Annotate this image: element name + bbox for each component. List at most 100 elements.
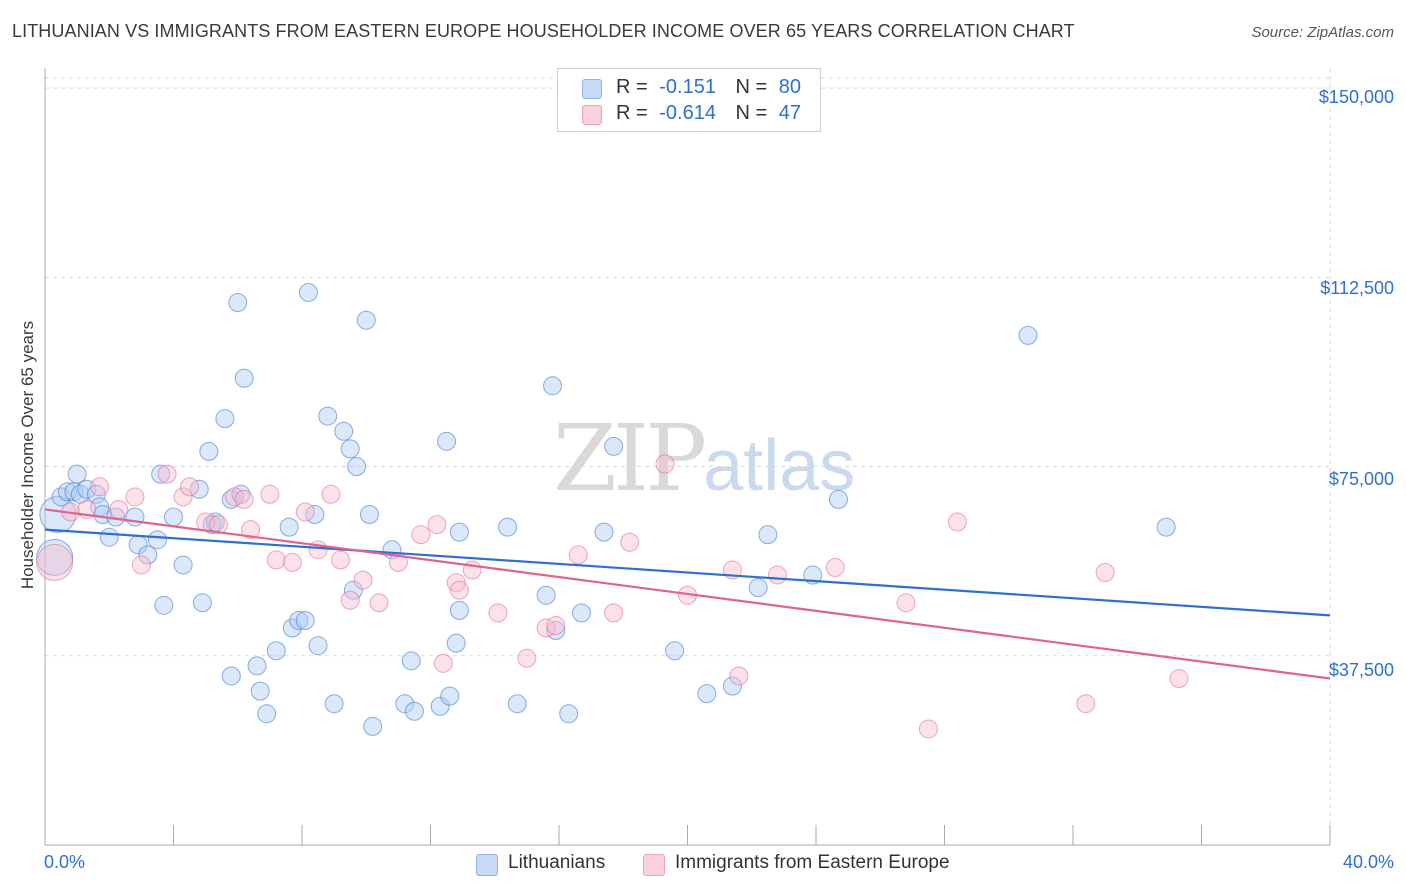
point-lithuanians (594, 522, 614, 542)
point-immigrants (234, 489, 254, 509)
point-lithuanians (507, 694, 527, 714)
point-immigrants (620, 532, 640, 552)
point-immigrants (331, 550, 351, 570)
bottom-legend-swatch-blue (476, 854, 498, 876)
point-lithuanians (36, 538, 74, 576)
point-lithuanians (99, 527, 119, 547)
point-immigrants (411, 525, 431, 545)
point-lithuanians (199, 441, 219, 461)
y-tick-label: $112,500 (1320, 278, 1394, 298)
point-immigrants (433, 653, 453, 673)
legend-swatch-blue (582, 79, 602, 99)
point-lithuanians (289, 610, 309, 630)
point-immigrants (947, 512, 967, 532)
point-immigrants (1076, 694, 1096, 714)
point-immigrants (131, 555, 151, 575)
point-immigrants (340, 590, 360, 610)
point-lithuanians (308, 636, 328, 656)
point-lithuanians (347, 457, 367, 477)
point-lithuanians (559, 704, 579, 724)
source-note: Source: ZipAtlas.com (1251, 24, 1394, 41)
point-immigrants (1169, 668, 1189, 688)
point-lithuanians (86, 484, 106, 504)
point-lithuanians (164, 507, 183, 527)
point-immigrants (427, 515, 447, 535)
point-lithuanians (498, 517, 518, 537)
point-lithuanians (147, 530, 167, 550)
point-lithuanians (250, 681, 270, 701)
point-lithuanians (125, 507, 145, 527)
point-lithuanians (430, 696, 450, 716)
point-immigrants (449, 580, 469, 600)
point-immigrants (369, 593, 389, 613)
point-lithuanians (356, 310, 376, 330)
legend-n-label: N = (735, 102, 768, 124)
point-lithuanians (247, 656, 267, 676)
y-tick-label: $75,000 (1328, 469, 1394, 489)
point-lithuanians (138, 545, 158, 565)
point-lithuanians (266, 641, 286, 661)
point-immigrants (321, 484, 341, 504)
legend-r-value: -0.151 (659, 76, 716, 98)
point-lithuanians (234, 368, 254, 388)
point-lithuanians (446, 633, 466, 653)
point-immigrants (266, 550, 286, 570)
legend-n-value: 47 (778, 102, 802, 124)
chart-title: LITHUANIAN VS IMMIGRANTS FROM EASTERN EU… (12, 21, 1075, 41)
point-immigrants (655, 454, 675, 474)
point-lithuanians (404, 701, 424, 721)
point-immigrants (125, 487, 145, 507)
point-immigrants (295, 502, 315, 522)
point-lithuanians (571, 603, 591, 623)
point-lithuanians (401, 651, 421, 671)
point-lithuanians (748, 578, 768, 598)
point-immigrants (446, 573, 466, 593)
point-immigrants (546, 615, 566, 635)
point-lithuanians (1156, 517, 1176, 537)
y-tick-label: $37,500 (1328, 660, 1394, 680)
point-immigrants (173, 487, 193, 507)
legend-r-value: -0.614 (659, 102, 716, 124)
point-immigrants (918, 719, 938, 739)
legend-r-label: R = (616, 76, 648, 98)
point-lithuanians (440, 686, 460, 706)
point-immigrants (282, 552, 302, 572)
point-lithuanians (51, 487, 71, 507)
bottom-legend-label: Lithuanians (508, 852, 606, 873)
point-lithuanians (543, 376, 563, 396)
point-lithuanians (449, 522, 469, 542)
point-lithuanians (340, 439, 360, 459)
point-immigrants (353, 570, 373, 590)
point-lithuanians (67, 464, 87, 484)
point-immigrants (604, 603, 624, 623)
point-lithuanians (151, 464, 171, 484)
point-lithuanians (758, 525, 778, 545)
point-lithuanians (221, 666, 241, 686)
trendline-immigrants (44, 508, 1331, 680)
point-lithuanians (359, 504, 379, 524)
point-lithuanians (536, 585, 556, 605)
point-lithuanians (215, 409, 235, 429)
point-lithuanians (295, 610, 315, 630)
x-tick-label-min: 0.0% (44, 852, 86, 872)
trendline-lithuanians (44, 528, 1331, 617)
x-tick-label-max: 40.0% (1342, 852, 1394, 872)
point-lithuanians (697, 684, 717, 704)
correlation-legend: R = -0.151 N = 80 R = -0.614 N = 47 (557, 68, 821, 132)
point-immigrants (157, 464, 177, 484)
point-immigrants (90, 477, 110, 497)
point-lithuanians (334, 421, 354, 441)
point-lithuanians (257, 704, 277, 724)
point-lithuanians (437, 431, 457, 451)
point-lithuanians (298, 282, 318, 302)
point-lithuanians (665, 641, 685, 661)
point-lithuanians (173, 555, 193, 575)
bottom-legend-swatch-pink (643, 854, 665, 876)
point-lithuanians (192, 593, 212, 613)
point-lithuanians (228, 293, 248, 313)
point-immigrants (260, 484, 280, 504)
point-lithuanians (828, 489, 848, 509)
point-immigrants (729, 666, 749, 686)
legend-n-value: 80 (778, 76, 802, 98)
